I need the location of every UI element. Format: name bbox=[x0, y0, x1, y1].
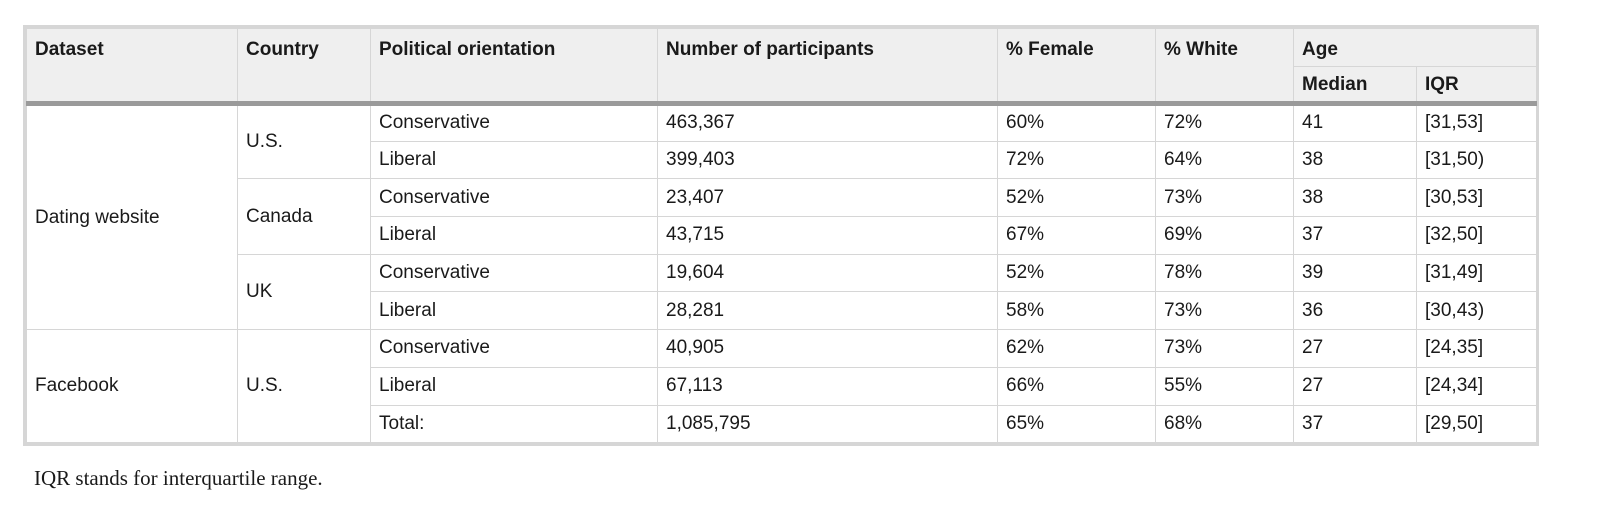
orientation-cell: Conservative bbox=[370, 253, 658, 293]
female-cell: 65% bbox=[997, 404, 1156, 444]
participants-cell: 40,905 bbox=[657, 329, 998, 368]
orientation-cell: Liberal bbox=[370, 291, 658, 331]
participants-cell: 23,407 bbox=[657, 178, 998, 218]
orientation-cell-total: Total: bbox=[370, 404, 658, 444]
iqr-cell: [30,43) bbox=[1416, 291, 1537, 331]
header-country: Country bbox=[237, 28, 371, 106]
header-row: Dataset Country Political orientation Nu… bbox=[26, 28, 1537, 106]
country-cell-canada: Canada bbox=[237, 178, 371, 255]
header-age: Age bbox=[1293, 28, 1537, 67]
white-cell: 64% bbox=[1155, 140, 1294, 180]
white-cell: 72% bbox=[1155, 103, 1294, 142]
participants-cell: 399,403 bbox=[657, 140, 998, 180]
orientation-cell: Liberal bbox=[370, 216, 658, 255]
median-cell: 27 bbox=[1293, 329, 1417, 368]
table-row-total: Total: 1,085,795 65% 68% 37 [29,50] bbox=[27, 404, 1537, 444]
table-row: Facebook U.S. Conservative 40,905 62% 73… bbox=[26, 329, 1537, 444]
header-age-median: Median bbox=[1293, 66, 1417, 106]
participants-cell: 28,281 bbox=[657, 291, 998, 331]
white-cell: 73% bbox=[1155, 329, 1294, 368]
white-cell: 73% bbox=[1155, 178, 1294, 218]
participants-cell: 463,367 bbox=[657, 103, 998, 142]
header-percent-white: % White bbox=[1155, 28, 1294, 106]
participants-cell: 43,715 bbox=[657, 216, 998, 255]
participants-cell: 67,113 bbox=[657, 366, 998, 406]
female-cell: 52% bbox=[997, 178, 1156, 218]
orientation-cell: Conservative bbox=[370, 329, 658, 368]
country-cell-uk: UK bbox=[237, 253, 371, 331]
table-row: Liberal 43,715 67% 69% 37 [32,50] bbox=[27, 216, 1537, 255]
median-cell: 41 bbox=[1293, 103, 1417, 142]
iqr-cell: [32,50] bbox=[1416, 216, 1537, 255]
header-percent-female: % Female bbox=[997, 28, 1156, 106]
table-footnote: IQR stands for interquartile range. bbox=[34, 466, 323, 490]
iqr-cell: [31,50) bbox=[1416, 140, 1537, 180]
white-cell: 68% bbox=[1155, 404, 1294, 444]
header-political-orientation: Political orientation bbox=[370, 28, 658, 106]
table-row: Liberal 399,403 72% 64% 38 [31,50) bbox=[27, 140, 1537, 180]
female-cell: 62% bbox=[997, 329, 1156, 368]
white-cell: 69% bbox=[1155, 216, 1294, 255]
orientation-cell: Conservative bbox=[370, 178, 658, 218]
iqr-cell: [24,35] bbox=[1416, 329, 1537, 368]
header-subrow: Median IQR bbox=[27, 66, 1537, 106]
table-row: Dating website U.S. Conservative 463,367… bbox=[26, 102, 1537, 331]
participants-cell: 1,085,795 bbox=[657, 404, 998, 444]
female-cell: 58% bbox=[997, 291, 1156, 331]
median-cell: 37 bbox=[1293, 216, 1417, 255]
iqr-cell: [31,53] bbox=[1416, 103, 1537, 142]
table-row: UK Conservative 19,604 52% 78% 39 [31,49… bbox=[27, 253, 1537, 331]
median-cell: 39 bbox=[1293, 253, 1417, 293]
orientation-cell: Conservative bbox=[370, 103, 658, 142]
dataset-cell-dating-website: Dating website bbox=[26, 102, 238, 331]
participants-table-container: Dataset Country Political orientation Nu… bbox=[23, 25, 1539, 447]
female-cell: 67% bbox=[997, 216, 1156, 255]
country-cell-us: U.S. bbox=[237, 102, 371, 180]
table-row: Liberal 67,113 66% 55% 27 [24,34] bbox=[27, 366, 1537, 406]
median-cell: 38 bbox=[1293, 140, 1417, 180]
female-cell: 60% bbox=[997, 103, 1156, 142]
female-cell: 52% bbox=[997, 253, 1156, 293]
table-row: Canada Conservative 23,407 52% 73% 38 [3… bbox=[27, 178, 1537, 255]
female-cell: 72% bbox=[997, 140, 1156, 180]
iqr-cell: [24,34] bbox=[1416, 366, 1537, 406]
participants-cell: 19,604 bbox=[657, 253, 998, 293]
country-cell-facebook-us: U.S. bbox=[237, 329, 371, 444]
median-cell: 27 bbox=[1293, 366, 1417, 406]
header-age-iqr: IQR bbox=[1416, 66, 1537, 106]
iqr-cell: [29,50] bbox=[1416, 404, 1537, 444]
orientation-cell: Liberal bbox=[370, 140, 658, 180]
orientation-cell: Liberal bbox=[370, 366, 658, 406]
table-row: Liberal 28,281 58% 73% 36 [30,43) bbox=[27, 291, 1537, 331]
dataset-cell-facebook: Facebook bbox=[26, 329, 238, 444]
participants-table: Dataset Country Political orientation Nu… bbox=[26, 28, 1537, 444]
median-cell: 38 bbox=[1293, 178, 1417, 218]
white-cell: 73% bbox=[1155, 291, 1294, 331]
female-cell: 66% bbox=[997, 366, 1156, 406]
median-cell: 37 bbox=[1293, 404, 1417, 444]
white-cell: 55% bbox=[1155, 366, 1294, 406]
iqr-cell: [31,49] bbox=[1416, 253, 1537, 293]
white-cell: 78% bbox=[1155, 253, 1294, 293]
iqr-cell: [30,53] bbox=[1416, 178, 1537, 218]
header-dataset: Dataset bbox=[26, 28, 238, 106]
median-cell: 36 bbox=[1293, 291, 1417, 331]
header-number-of-participants: Number of participants bbox=[657, 28, 998, 106]
